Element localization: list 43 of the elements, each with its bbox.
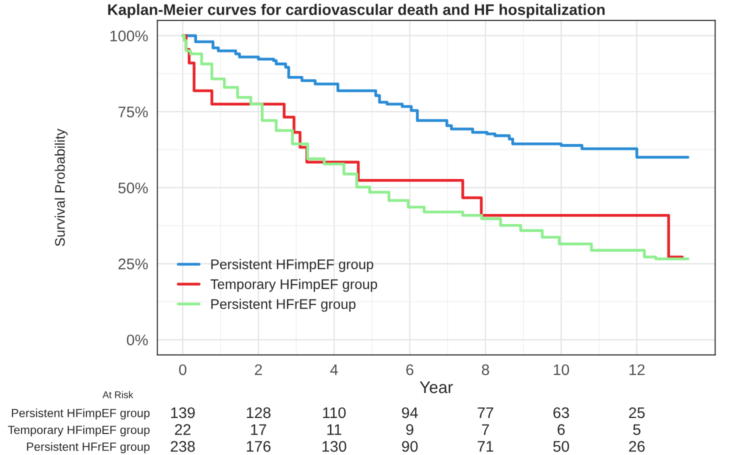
text: 50 xyxy=(553,441,570,452)
text: At Risk xyxy=(102,391,134,398)
legend-label: Persistent HFrEF group xyxy=(211,298,356,312)
x-tick-label: 6 xyxy=(406,364,414,376)
text: 9 xyxy=(406,424,414,435)
text: Persistent HFimpEF group xyxy=(12,408,150,420)
x-tick-label: 10 xyxy=(554,364,570,376)
text: 11 xyxy=(327,424,342,435)
text: 176 xyxy=(246,441,270,452)
legend-label: Temporary HFimpEF group xyxy=(210,278,378,292)
x-axis-title: Year xyxy=(420,382,453,394)
x-tick-label: 8 xyxy=(482,364,490,376)
text: 26 xyxy=(629,441,645,452)
legend-label: Persistent HFimpEF group xyxy=(211,259,374,272)
y-tick-label: 50% xyxy=(118,182,148,194)
x-tick-label: 4 xyxy=(330,364,338,375)
x-tick-label: 2 xyxy=(254,364,262,375)
y-axis-title: Survival Probability xyxy=(54,128,68,246)
text: Temporary HFimpEF group xyxy=(8,425,150,436)
chart-title: Kaplan-Meier curves for cardiovascular death and HF hospitalization xyxy=(108,4,605,18)
x-tick-label: 0 xyxy=(179,364,186,376)
y-tick-label: 75% xyxy=(118,106,148,118)
y-tick-label: 0% xyxy=(126,334,148,346)
text: 94 xyxy=(402,407,418,418)
text: 17 xyxy=(251,424,266,435)
text: 238 xyxy=(170,441,195,452)
text: 22 xyxy=(175,424,190,435)
x-tick-label: 12 xyxy=(630,364,645,375)
text: 110 xyxy=(323,407,346,418)
text: 6 xyxy=(558,424,565,435)
text: Persistent HFrEF group xyxy=(27,442,150,454)
text: 63 xyxy=(553,407,569,418)
y-tick-label: 100% xyxy=(110,30,148,42)
text: 139 xyxy=(171,407,195,418)
text: 130 xyxy=(322,441,346,452)
text: 25 xyxy=(629,407,645,418)
text: 71 xyxy=(478,441,494,452)
text: 7 xyxy=(482,424,489,435)
y-tick-label: 25% xyxy=(118,258,148,270)
text: 90 xyxy=(402,441,418,452)
text: 5 xyxy=(633,424,640,435)
text: 128 xyxy=(246,407,270,418)
text: 77 xyxy=(478,407,494,418)
